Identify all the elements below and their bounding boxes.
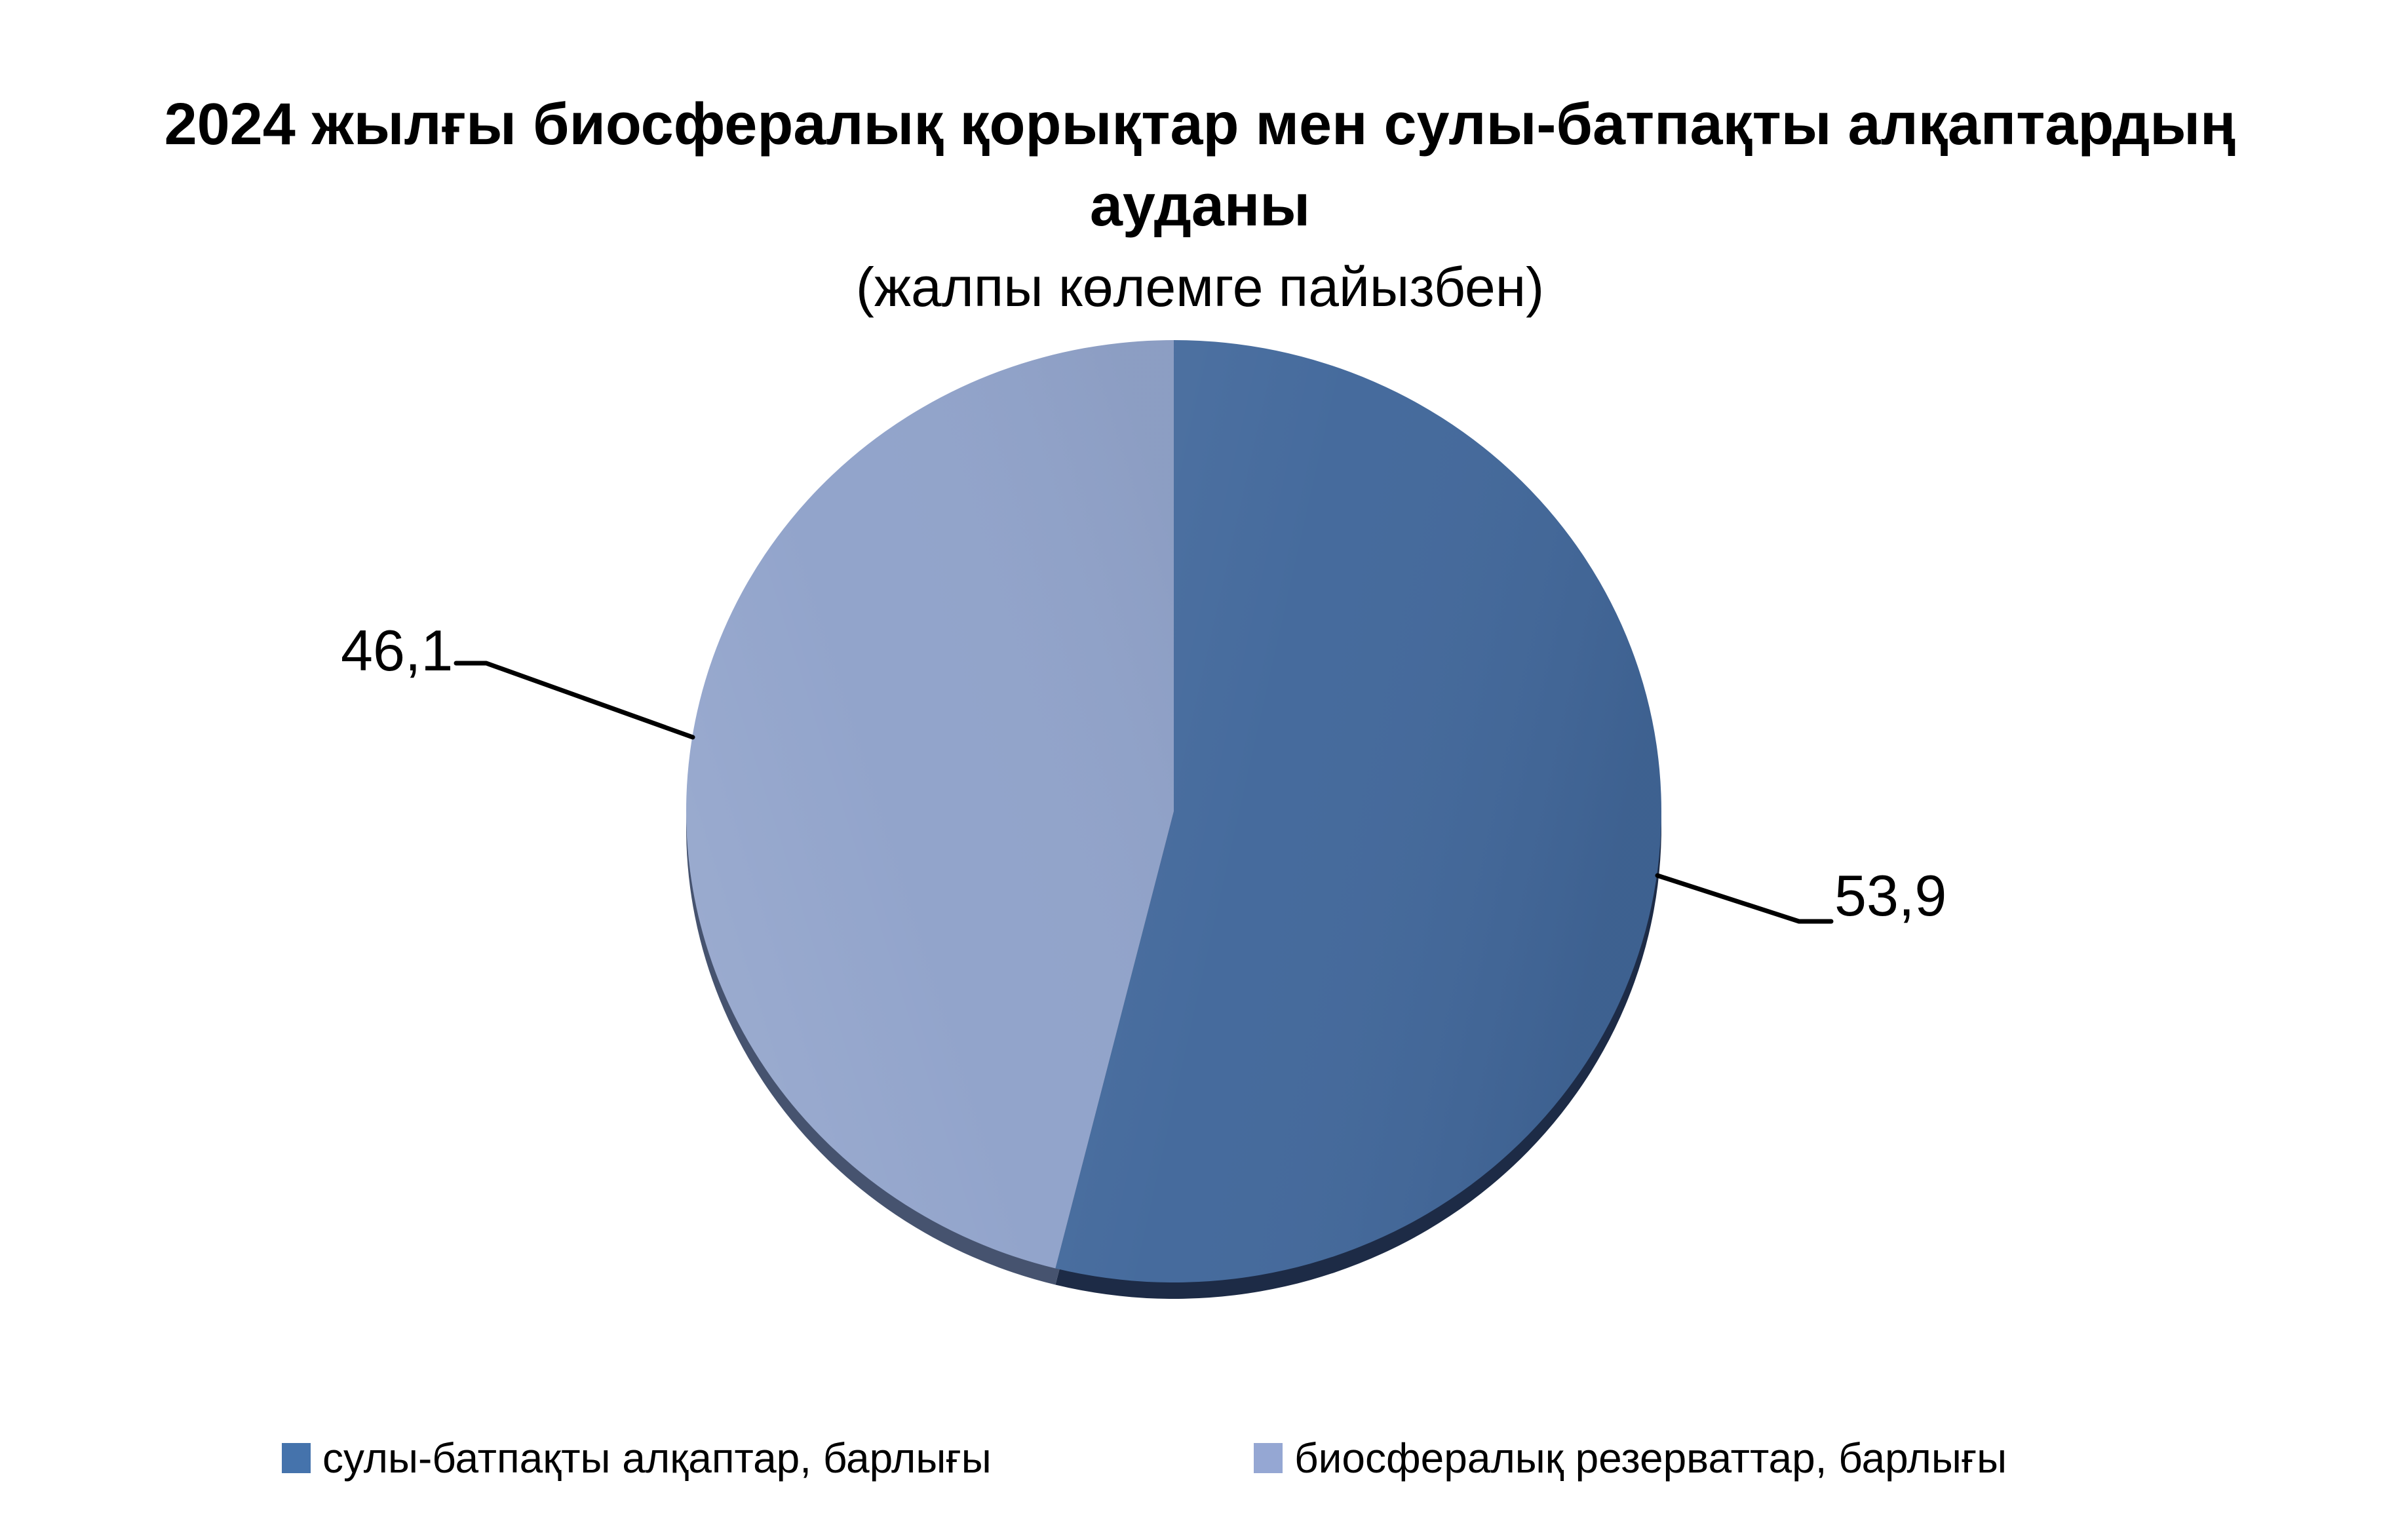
pie-slice-reserves-shading [686,340,1174,1269]
data-label-reserves: 46,1 [341,618,454,683]
pie-slice-wetlands-shading [1055,340,1661,1282]
chart-title-block: 2024 жылғы биосфералық қорықтар мен сулы… [0,84,2400,328]
chart-title-line-2: ауданы [1089,173,1311,239]
legend-label-reserves: биосфералық резерваттар, барлығы [1294,1434,2007,1482]
legend-item-wetlands: сулы-батпақты алқаптар, барлығы [282,1435,992,1481]
chart-title-line-1: 2024 жылғы биосфералық қорықтар мен сулы… [164,92,2236,157]
leader-line-reserves [454,661,695,740]
legend-item-reserves: биосфералық резерваттар, барлығы [1254,1435,2007,1481]
chart-subtitle: (жалпы көлемге пайызбен) [855,256,1545,318]
legend-swatch-wetlands [282,1443,311,1473]
legend-swatch-reserves [1254,1443,1283,1473]
data-label-wetlands: 53,9 [1834,863,1947,928]
leader-line-wetlands [1655,873,1834,924]
legend-label-wetlands: сулы-батпақты алқаптар, барлығы [322,1434,992,1482]
